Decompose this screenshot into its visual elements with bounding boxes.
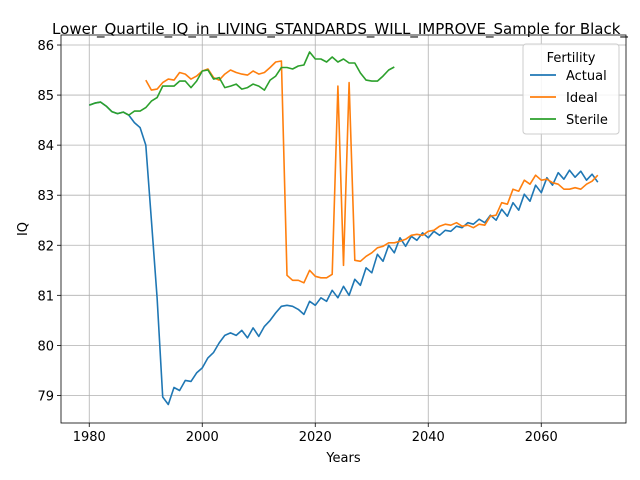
y-axis-label: IQ xyxy=(16,222,31,236)
x-tick-label: 2000 xyxy=(186,430,219,445)
legend-box xyxy=(522,43,620,135)
legend: Fertility Actual Ideal Sterile xyxy=(522,43,620,135)
series-line-sterile xyxy=(89,51,395,116)
legend-title: Fertility xyxy=(547,51,596,66)
y-tick-label: 85 xyxy=(37,89,54,104)
axis-ticks: 1980 2000 2020 2040 2060 79 80 81 82 83 84 85 86 xyxy=(37,39,557,445)
legend-items: Actual Ideal Sterile xyxy=(530,69,608,128)
x-axis-label: Years xyxy=(325,451,361,466)
series-line-ideal xyxy=(145,60,599,284)
series-line-actual xyxy=(89,101,599,406)
x-tick-label: 2040 xyxy=(412,430,445,445)
y-tick-label: 81 xyxy=(37,289,54,304)
y-tick-label: 83 xyxy=(37,189,54,204)
legend-label-ideal: Ideal xyxy=(566,91,598,106)
chart-title: Lower_Quartile_IQ_in_LIVING_STANDARDS_WI… xyxy=(52,20,628,39)
x-tick-label: 2060 xyxy=(525,430,558,445)
y-tick-label: 82 xyxy=(37,239,54,254)
x-tick-label: 1980 xyxy=(73,430,106,445)
y-tick-label: 86 xyxy=(37,39,54,54)
y-tick-label: 79 xyxy=(37,389,54,404)
legend-label-actual: Actual xyxy=(566,69,607,84)
series-lines xyxy=(89,51,599,406)
y-tick-label: 80 xyxy=(37,339,54,354)
x-tick-label: 2020 xyxy=(299,430,332,445)
plot-frame xyxy=(60,34,627,424)
y-tick-label: 84 xyxy=(37,139,54,154)
legend-label-sterile: Sterile xyxy=(566,113,608,128)
